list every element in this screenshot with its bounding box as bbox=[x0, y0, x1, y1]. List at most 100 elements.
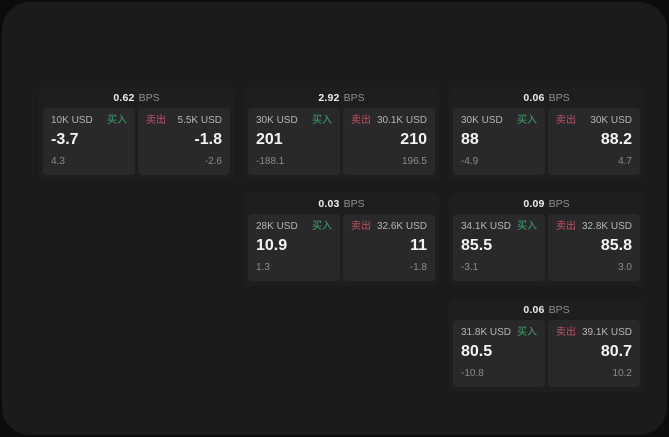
sell-amount: 30K USD bbox=[590, 115, 632, 126]
tiles-row: 30K USD 买入 201 -188.1 卖出 30.1K USD 210 1… bbox=[248, 108, 435, 175]
buy-change: 4.3 bbox=[51, 156, 65, 167]
sell-tile[interactable]: 卖出 30.1K USD 210 196.5 bbox=[343, 108, 435, 175]
sell-label: 卖出 bbox=[351, 221, 371, 232]
sell-amount: 32.8K USD bbox=[581, 221, 632, 232]
buy-tile[interactable]: 34.1K USD 买入 85.5 -3.1 bbox=[453, 214, 545, 281]
buy-price: 201 bbox=[256, 131, 283, 148]
buy-tile[interactable]: 30K USD 买入 88 -4.9 bbox=[453, 108, 545, 175]
tiles-row: 28K USD 买入 10.9 1.3 卖出 32.6K USD 11 -1.8 bbox=[248, 214, 435, 281]
bps-value: 0.09 bbox=[523, 197, 545, 210]
sell-label: 卖出 bbox=[556, 115, 576, 126]
tiles-row: 10K USD 买入 -3.7 4.3 卖出 5.5K USD -1.8 -2.… bbox=[43, 108, 230, 175]
bps-value: 0.06 bbox=[523, 91, 545, 104]
buy-price: -3.7 bbox=[51, 131, 79, 148]
quote-card: 0.06 BPS 30K USD 买入 88 -4.9 卖出 30K USD bbox=[449, 87, 644, 180]
tile-top: 10K USD 买入 bbox=[51, 115, 127, 127]
buy-label: 买入 bbox=[312, 221, 332, 232]
tiles-row: 30K USD 买入 88 -4.9 卖出 30K USD 88.2 4.7 bbox=[453, 108, 640, 175]
sell-price: 80.7 bbox=[600, 343, 632, 360]
quotes-grid: 0.62 BPS 10K USD 买入 -3.7 4.3 卖出 5.5K USD bbox=[39, 87, 644, 392]
sell-change: 3.0 bbox=[618, 262, 632, 273]
tile-top: 卖出 5.5K USD bbox=[146, 115, 222, 127]
sell-tile[interactable]: 卖出 39.1K USD 80.7 10.2 bbox=[548, 320, 640, 387]
sell-price: 88.2 bbox=[600, 131, 632, 148]
buy-amount: 28K USD bbox=[256, 221, 298, 232]
bps-unit-label: BPS bbox=[343, 197, 365, 210]
buy-tile[interactable]: 31.8K USD 买入 80.5 -10.8 bbox=[453, 320, 545, 387]
tile-top: 卖出 32.8K USD bbox=[556, 221, 632, 233]
tile-top: 卖出 39.1K USD bbox=[556, 327, 632, 339]
tile-top: 卖出 32.6K USD bbox=[351, 221, 427, 233]
bps-unit-label: BPS bbox=[138, 91, 160, 104]
card-header: 2.92 BPS bbox=[248, 87, 435, 108]
tile-top: 31.8K USD 买入 bbox=[461, 327, 537, 339]
buy-price: 85.5 bbox=[461, 237, 493, 254]
quote-card: 2.92 BPS 30K USD 买入 201 -188.1 卖出 30.1K … bbox=[244, 87, 439, 180]
sell-change: 4.7 bbox=[618, 156, 632, 167]
sell-tile[interactable]: 卖出 32.6K USD 11 -1.8 bbox=[343, 214, 435, 281]
sell-label: 卖出 bbox=[351, 115, 371, 126]
buy-change: 1.3 bbox=[256, 262, 270, 273]
sell-tile[interactable]: 卖出 30K USD 88.2 4.7 bbox=[548, 108, 640, 175]
sell-amount: 39.1K USD bbox=[581, 327, 632, 338]
buy-amount: 30K USD bbox=[461, 115, 503, 126]
buy-tile[interactable]: 10K USD 买入 -3.7 4.3 bbox=[43, 108, 135, 175]
tiles-row: 34.1K USD 买入 85.5 -3.1 卖出 32.8K USD 85.8… bbox=[453, 214, 640, 281]
sell-label: 卖出 bbox=[146, 115, 166, 126]
bps-value: 0.62 bbox=[113, 91, 135, 104]
tile-top: 28K USD 买入 bbox=[256, 221, 332, 233]
tile-top: 30K USD 买入 bbox=[256, 115, 332, 127]
sell-price: 85.8 bbox=[600, 237, 632, 254]
buy-price: 88 bbox=[461, 131, 479, 148]
tile-top: 卖出 30.1K USD bbox=[351, 115, 427, 127]
card-header: 0.62 BPS bbox=[43, 87, 230, 108]
buy-label: 买入 bbox=[517, 115, 537, 126]
quote-card: 0.62 BPS 10K USD 买入 -3.7 4.3 卖出 5.5K USD bbox=[39, 87, 234, 180]
sell-price: -1.8 bbox=[194, 131, 222, 148]
quote-card: 0.09 BPS 34.1K USD 买入 85.5 -3.1 卖出 32.8K… bbox=[449, 193, 644, 286]
sell-amount: 30.1K USD bbox=[376, 115, 427, 126]
buy-label: 买入 bbox=[517, 327, 537, 338]
card-header: 0.09 BPS bbox=[453, 193, 640, 214]
card-header: 0.06 BPS bbox=[453, 299, 640, 320]
buy-amount: 31.8K USD bbox=[461, 327, 512, 338]
sell-change: -1.8 bbox=[409, 262, 427, 273]
buy-tile[interactable]: 30K USD 买入 201 -188.1 bbox=[248, 108, 340, 175]
buy-price: 10.9 bbox=[256, 237, 288, 254]
sell-tile[interactable]: 卖出 5.5K USD -1.8 -2.6 bbox=[138, 108, 230, 175]
buy-amount: 34.1K USD bbox=[461, 221, 512, 232]
sell-change: 10.2 bbox=[612, 368, 632, 379]
sell-amount: 32.6K USD bbox=[376, 221, 427, 232]
tile-top: 30K USD 买入 bbox=[461, 115, 537, 127]
sell-price: 210 bbox=[400, 131, 427, 148]
sell-label: 卖出 bbox=[556, 221, 576, 232]
bps-unit-label: BPS bbox=[548, 91, 570, 104]
buy-label: 买入 bbox=[107, 115, 127, 126]
buy-change: -3.1 bbox=[461, 262, 479, 273]
buy-change: -188.1 bbox=[256, 156, 285, 167]
buy-change: -4.9 bbox=[461, 156, 479, 167]
sell-label: 卖出 bbox=[556, 327, 576, 338]
card-header: 0.06 BPS bbox=[453, 87, 640, 108]
quote-card: 0.06 BPS 31.8K USD 买入 80.5 -10.8 卖出 39.1… bbox=[449, 299, 644, 392]
card-header: 0.03 BPS bbox=[248, 193, 435, 214]
bps-value: 2.92 bbox=[318, 91, 340, 104]
buy-change: -10.8 bbox=[461, 368, 484, 379]
tile-top: 34.1K USD 买入 bbox=[461, 221, 537, 233]
tiles-row: 31.8K USD 买入 80.5 -10.8 卖出 39.1K USD 80.… bbox=[453, 320, 640, 387]
sell-price: 11 bbox=[410, 237, 427, 254]
buy-amount: 30K USD bbox=[256, 115, 298, 126]
sell-tile[interactable]: 卖出 32.8K USD 85.8 3.0 bbox=[548, 214, 640, 281]
bps-unit-label: BPS bbox=[548, 197, 570, 210]
buy-price: 80.5 bbox=[461, 343, 493, 360]
buy-tile[interactable]: 28K USD 买入 10.9 1.3 bbox=[248, 214, 340, 281]
bps-value: 0.03 bbox=[318, 197, 340, 210]
buy-amount: 10K USD bbox=[51, 115, 93, 126]
tile-top: 卖出 30K USD bbox=[556, 115, 632, 127]
sell-amount: 5.5K USD bbox=[177, 115, 222, 126]
bps-unit-label: BPS bbox=[548, 303, 570, 316]
bps-unit-label: BPS bbox=[343, 91, 365, 104]
sell-change: 196.5 bbox=[401, 156, 427, 167]
bps-value: 0.06 bbox=[523, 303, 545, 316]
